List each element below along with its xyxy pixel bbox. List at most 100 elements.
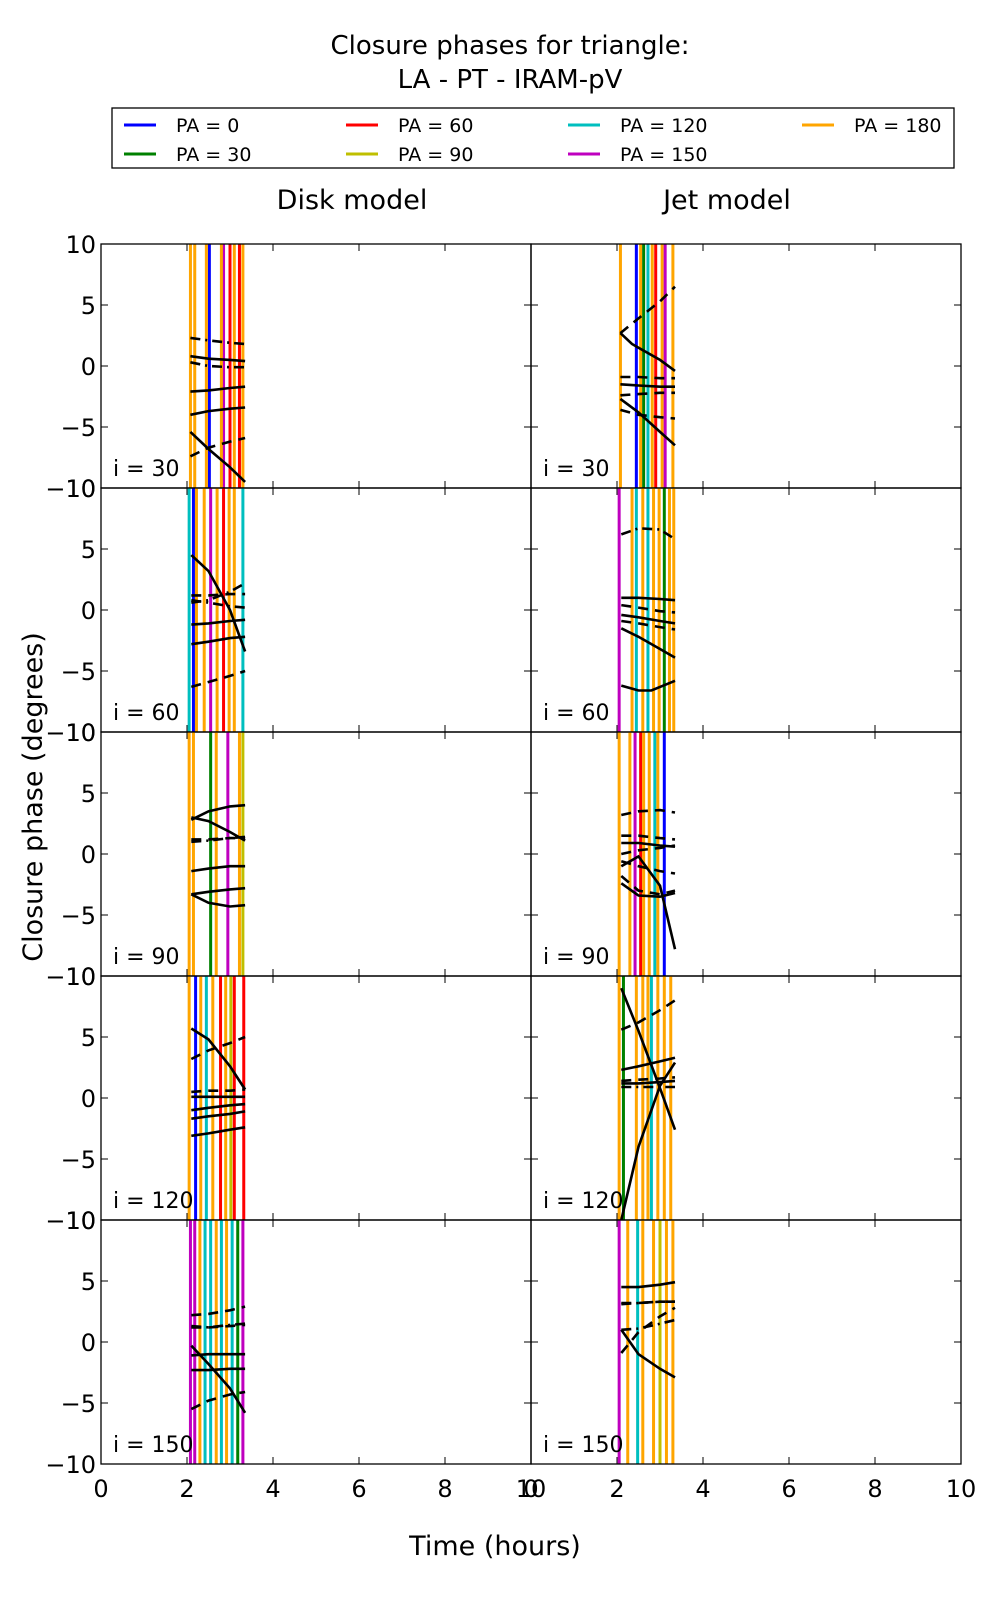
y-tick-label: −10 [45,1451,96,1479]
y-tick-label: −5 [61,1146,96,1174]
closure-phase-series [191,592,246,597]
closure-phase-series [620,627,676,659]
y-tick-label: 5 [81,536,96,564]
closure-phase-series [621,844,676,856]
plot-area [617,976,677,1220]
closure-phase-series [620,860,676,875]
closure-phase-series [619,285,676,335]
closure-phase-series [190,336,246,346]
y-tick-label: 0 [81,1085,96,1113]
y-tick-label: 0 [81,841,96,869]
y-tick-label: −5 [61,414,96,442]
y-tick-label: 5 [81,292,96,320]
inclination-label: i = 120 [543,1189,624,1214]
legend-entry-label: PA = 150 [620,144,708,166]
plot-area [617,1220,676,1464]
closure-phase-series [620,999,676,1031]
closure-phase-series [191,1102,246,1112]
closure-phase-series [621,841,676,848]
closure-phase-series [620,987,677,1131]
closure-phase-series [191,835,246,844]
inclination-label: i = 90 [113,945,180,970]
panel-disk-row-1: −10 −5 0 5 10 i = 30 [45,231,532,503]
closure-phase-series [191,635,246,646]
y-tick-label: 10 [65,1207,96,1235]
closure-phase-series [190,554,247,652]
x-tick-label: 0 [523,1475,538,1503]
y-tick-label: −5 [61,902,96,930]
closure-phase-series [620,383,675,389]
panel-frame [530,243,962,489]
x-tick-label: 8 [867,1475,882,1503]
closure-phase-series [191,1088,246,1094]
closure-phase-series [621,613,676,625]
plot-area [617,732,677,976]
closure-phase-series [621,1079,676,1085]
panel-frame [100,487,532,733]
closure-phase-series [190,354,246,363]
y-tick-label: 0 [81,597,96,625]
inclination-label: i = 120 [113,1189,194,1214]
figure-title-line1: Closure phases for triangle: [331,31,690,61]
closure-phase-series [191,836,246,841]
closure-phase-series [189,430,247,483]
panel-frame [530,731,962,977]
panel-grid: −10 −5 0 5 10 i = 30 i = 30 −10 −5 0 5 10 i = 60 i = … [45,231,976,1503]
inclination-label: i = 60 [113,701,180,726]
plot-area [187,976,247,1220]
plot-area [188,244,247,488]
closure-phase-series [620,408,676,420]
closure-phase-series [621,619,676,631]
closure-phase-series [620,875,676,896]
y-tick-label: −10 [45,719,96,747]
panel-jet-row-2: i = 60 [530,487,962,733]
y-tick-label: −10 [45,475,96,503]
closure-phase-series [190,385,246,393]
panel-disk-row-4: −10 −5 0 5 10 i = 120 [45,963,532,1235]
inclination-label: i = 30 [543,457,610,482]
closure-phase-series [191,1305,246,1317]
closure-phase-series [621,834,676,841]
panel-disk-row-3: −10 −5 0 5 10 i = 90 [45,719,532,991]
y-tick-label: −5 [61,658,96,686]
closure-phase-series [621,808,676,817]
y-tick-label: 10 [65,475,96,503]
plot-area [187,732,246,976]
closure-phase-series [620,375,675,380]
legend-entry-label: PA = 120 [620,115,708,137]
x-tick-label: 4 [695,1475,710,1503]
legend-entry-label: PA = 180 [854,115,942,137]
closure-phase-series [191,1352,246,1357]
inclination-label: i = 90 [543,945,610,970]
x-axis-label: Time (hours) [408,1531,581,1562]
panel-frame [530,487,962,733]
panel-frame [100,731,532,977]
y-tick-label: −5 [61,1390,96,1418]
closure-phase-series [190,1027,247,1091]
closure-phase-series [190,406,246,417]
closure-phase-series [620,854,677,950]
closure-phase-series [190,803,246,821]
panel-frame [100,975,532,1221]
x-tick-label: 8 [437,1475,452,1503]
closure-phase-series [621,596,676,602]
y-axis-label: Closure phase (degrees) [18,632,49,962]
panel-jet-row-5: 0 2 4 6 8 10 i = 150 [523,1219,976,1503]
closure-phase-series [191,864,246,873]
panel-frame [530,1219,962,1465]
closure-phase-series [621,1076,676,1083]
panel-jet-row-4: i = 120 [530,975,962,1221]
legend-entry-label: PA = 90 [398,144,473,166]
closure-phase-series [191,1110,246,1120]
closure-phase-series [620,1306,676,1354]
closure-phase-series [620,679,676,692]
x-tick-label: 10 [516,1475,547,1503]
closure-phase-series [621,1300,675,1306]
closure-phase-series [620,526,676,541]
closure-phase-series [621,603,676,614]
x-tick-label: 4 [265,1475,280,1503]
y-tick-label: −10 [45,963,96,991]
